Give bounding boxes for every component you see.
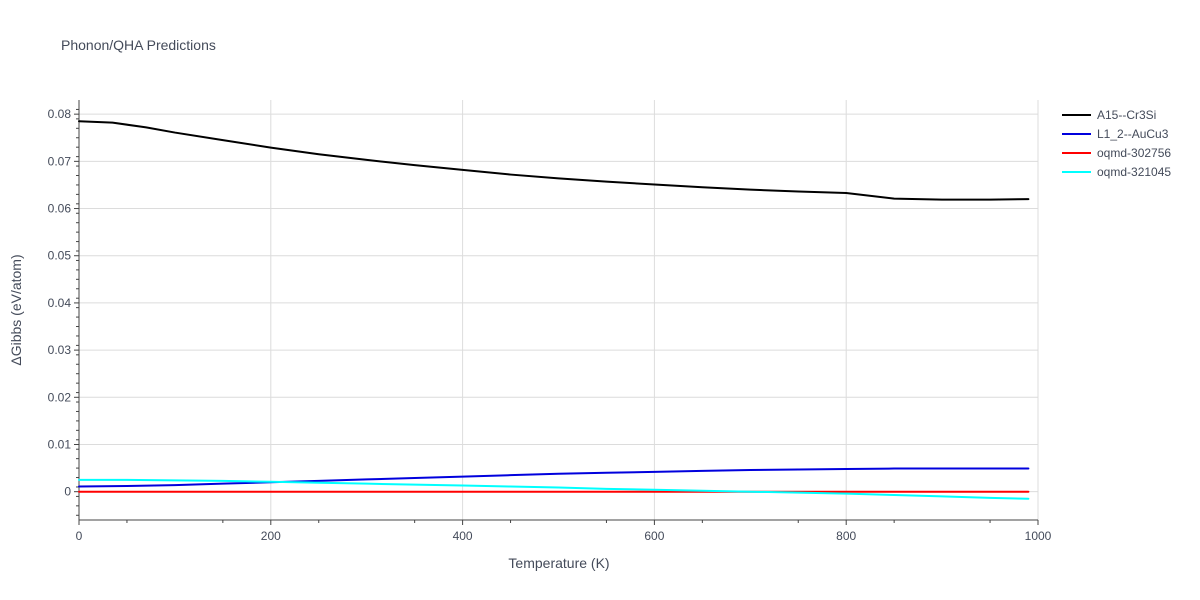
legend-label: oqmd-302756 xyxy=(1097,146,1171,160)
legend-label: A15--Cr3Si xyxy=(1097,108,1156,122)
y-axis-label: ΔGibbs (eV/atom) xyxy=(8,254,24,365)
chart-title: Phonon/QHA Predictions xyxy=(61,37,216,53)
x-tick-label: 400 xyxy=(453,529,473,543)
y-tick-label: 0.04 xyxy=(48,296,72,310)
legend-label: oqmd-321045 xyxy=(1097,165,1171,179)
y-tick-label: 0.02 xyxy=(48,390,72,404)
series-line-l1-2-aucu3 xyxy=(78,467,1030,488)
series-line-a15-cr3si xyxy=(78,120,1030,201)
legend-label: L1_2--AuCu3 xyxy=(1097,127,1169,141)
series-line-oqmd-321045 xyxy=(78,478,1030,500)
legend-item[interactable]: A15--Cr3Si xyxy=(1062,108,1156,122)
y-tick-label: 0 xyxy=(64,485,71,499)
axes: 0 200 400 600 800 1000 0 0.01 0.02 0.03 0.04 0.05 0.… xyxy=(48,100,1052,543)
y-tick-label: 0.07 xyxy=(48,154,72,168)
x-tick-label: 200 xyxy=(261,529,281,543)
x-tick-label: 0 xyxy=(76,529,83,543)
legend-item[interactable]: L1_2--AuCu3 xyxy=(1062,127,1169,141)
x-tick-label: 1000 xyxy=(1025,529,1052,543)
y-tick-label: 0.05 xyxy=(48,249,72,263)
y-tick-label: 0.08 xyxy=(48,107,72,121)
series-lines xyxy=(78,120,1030,500)
x-tick-label: 600 xyxy=(644,529,664,543)
y-tick-label: 0.06 xyxy=(48,202,72,216)
legend[interactable]: A15--Cr3Si L1_2--AuCu3 oqmd-302756 oqmd-321… xyxy=(1062,108,1171,179)
y-tick-label: 0.01 xyxy=(48,437,72,451)
legend-item[interactable]: oqmd-321045 xyxy=(1062,165,1171,179)
x-axis-label: Temperature (K) xyxy=(508,555,609,571)
y-tick-label: 0.03 xyxy=(48,343,72,357)
x-tick-label: 800 xyxy=(836,529,856,543)
legend-item[interactable]: oqmd-302756 xyxy=(1062,146,1171,160)
